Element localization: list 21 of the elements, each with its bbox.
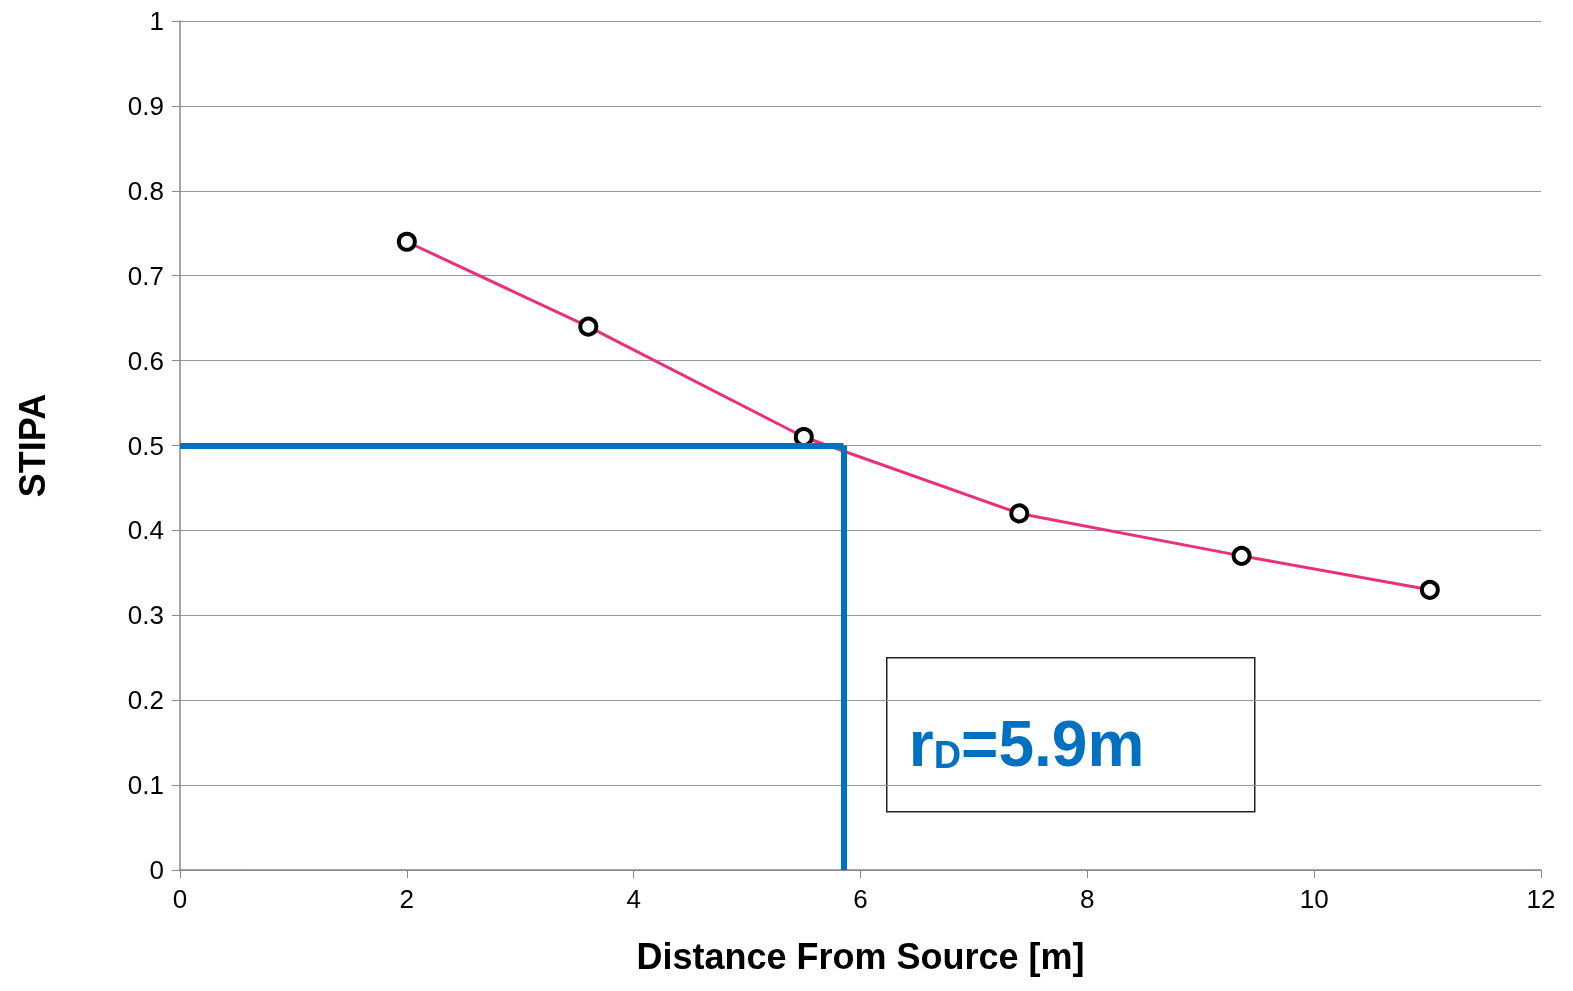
x-tick-label: 12: [1526, 884, 1556, 914]
y-tick-label: 0.1: [127, 770, 164, 801]
y-tick-label: 0.7: [127, 260, 164, 291]
x-tick-label: 8: [1080, 884, 1095, 914]
x-tick-label: 10: [1299, 884, 1329, 914]
x-tick-label: 0: [172, 884, 188, 914]
x-axis-title: Distance From Source [m]: [636, 935, 1085, 977]
y-axis-title: STIPA: [11, 393, 53, 498]
y-tick-label: 0.8: [127, 175, 164, 206]
x-tick-label: 6: [853, 884, 868, 914]
y-tick-label: 0.4: [127, 515, 164, 546]
x-tick-label: 4: [626, 884, 641, 914]
y-tick-label: 0.2: [127, 685, 164, 716]
y-tick-label: 0.5: [127, 430, 164, 461]
y-tick-label: 0: [149, 855, 164, 885]
y-tick-label: 0.6: [127, 345, 164, 376]
y-tick-label: 0.9: [127, 90, 164, 121]
annotation: rD=5.9m: [908, 707, 1145, 780]
x-tick-label: 2: [399, 884, 415, 914]
y-tick-label: 0.3: [127, 600, 164, 631]
y-tick-label: 1: [149, 6, 164, 36]
